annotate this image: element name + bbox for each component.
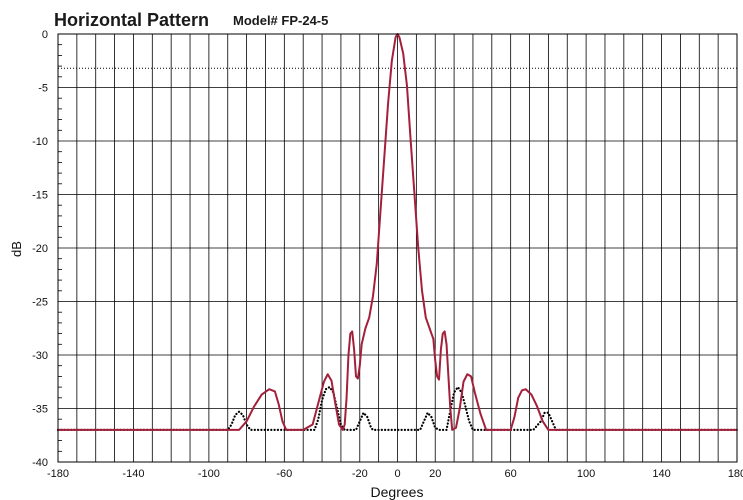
y-tick-label: -30 <box>32 350 48 362</box>
x-tick-label: 140 <box>652 468 670 480</box>
y-tick-label: 0 <box>42 29 48 41</box>
grid <box>58 34 737 462</box>
series-line-dotted <box>56 386 739 431</box>
y-tick-label: -10 <box>32 136 48 148</box>
x-tick-label: -60 <box>276 468 292 480</box>
x-tick-label: 100 <box>577 468 595 480</box>
x-tick-label: -100 <box>198 468 220 480</box>
y-tick-labels: 0 -5 -10 -15 -20 -25 -30 -35 -40 <box>32 29 48 469</box>
y-tick-label: -5 <box>38 83 48 95</box>
x-tick-labels: -180 -140 -100 -60 -20 0 20 60 100 140 180 <box>47 468 743 480</box>
x-tick-label: -20 <box>352 468 368 480</box>
chart-title: Horizontal Pattern <box>54 10 209 30</box>
y-tick-label: -40 <box>32 457 48 469</box>
x-tick-label: 0 <box>394 468 400 480</box>
x-tick-label: 180 <box>728 468 743 480</box>
y-tick-label: -15 <box>32 190 48 202</box>
y-tick-label: -25 <box>32 297 48 309</box>
chart-subtitle: Model# FP-24-5 <box>233 13 328 28</box>
x-tick-label: -180 <box>47 468 69 480</box>
x-tick-label: 20 <box>429 468 441 480</box>
y-tick-label: -35 <box>32 404 48 416</box>
x-axis-label: Degrees <box>371 484 424 500</box>
plot-frame <box>57 33 738 463</box>
x-tick-label: -140 <box>122 468 144 480</box>
x-tick-label: 60 <box>505 468 517 480</box>
y-axis-label: dB <box>9 241 24 257</box>
plot-border <box>57 33 738 463</box>
y-tick-label: -20 <box>32 243 48 255</box>
